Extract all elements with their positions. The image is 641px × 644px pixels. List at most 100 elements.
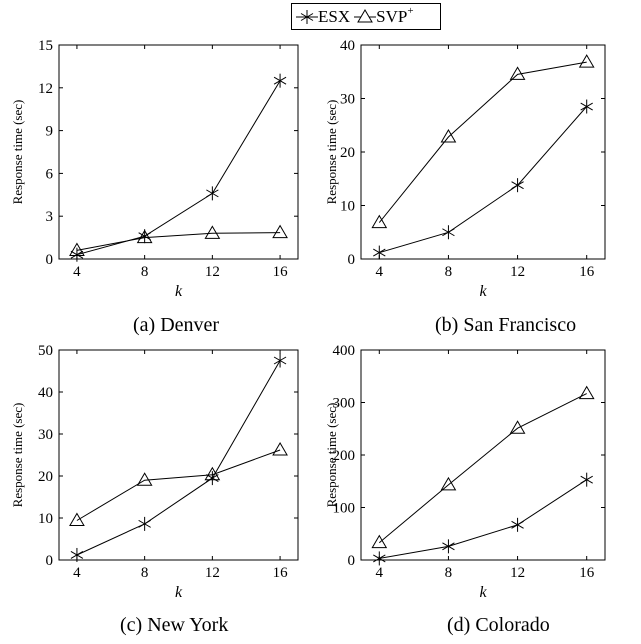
data-point-esx (442, 225, 455, 240)
y-tick-label: 15 (38, 38, 53, 54)
legend-label-svp-sup: + (407, 5, 414, 17)
x-axis-label: k (479, 283, 487, 300)
data-point-esx (70, 547, 84, 562)
asterisk-stroke (511, 181, 524, 190)
y-tick-label: 0 (348, 553, 356, 569)
asterisk-stroke (138, 519, 151, 528)
y-tick-label: 200 (333, 448, 356, 464)
data-point-esx (273, 353, 287, 368)
x-tick-label: 12 (205, 264, 220, 280)
x-tick-label: 4 (376, 565, 384, 581)
data-point-esx (138, 516, 151, 531)
series-line-esx (76, 80, 281, 256)
asterisk-stroke (442, 228, 455, 237)
data-point-svp (69, 242, 85, 256)
series-line-esx (379, 479, 587, 559)
chart-a: 0 3 6 9 12 15 4 8 12 16 k Response time (sec) (10, 38, 299, 300)
asterisk-stroke (580, 102, 593, 111)
asterisk-stroke (373, 248, 386, 257)
asterisk-stroke (273, 76, 287, 85)
asterisk-stroke (70, 551, 84, 559)
series-line-esx (76, 360, 281, 556)
y-tick-label: 0 (348, 252, 356, 268)
data-point-svp (371, 214, 388, 229)
series-line-svp (76, 232, 281, 251)
x-tick-label: 16 (273, 565, 289, 581)
data-point-svp (69, 512, 85, 527)
y-axis-label: Response time (sec) (324, 403, 339, 508)
y-tick-label: 0 (46, 252, 54, 268)
legend-label-esx: ESX (318, 7, 351, 26)
caption-b: (b) San Francisco (435, 314, 577, 336)
x-axis-label: k (479, 584, 487, 601)
chart-c: 0 10 20 30 40 50 4 8 12 16 k Response time (sec) (10, 343, 299, 601)
x-tick-label: 12 (510, 565, 525, 581)
y-tick-label: 400 (333, 343, 356, 359)
y-tick-label: 20 (38, 469, 53, 485)
asterisk-stroke (442, 542, 455, 551)
y-tick-label: 100 (333, 501, 356, 517)
data-point-esx (373, 245, 386, 260)
asterisk-stroke (273, 356, 287, 365)
asterisk-stroke (511, 520, 524, 529)
series-line-svp (378, 61, 587, 223)
x-tick-label: 8 (445, 565, 453, 581)
y-tick-label: 6 (46, 166, 54, 182)
series-line-svp (378, 393, 587, 544)
data-point-esx (511, 517, 524, 532)
y-tick-label: 40 (38, 385, 53, 401)
plot-frame (360, 44, 606, 260)
asterisk-marker-icon (296, 9, 318, 24)
x-tick-label: 12 (205, 565, 220, 581)
asterisk-stroke (70, 250, 84, 259)
data-point-esx (442, 539, 455, 554)
x-axis-label: k (175, 283, 183, 300)
series-line-esx (379, 106, 588, 254)
data-point-esx (373, 551, 386, 566)
data-point-svp (136, 472, 153, 486)
y-tick-label: 20 (340, 145, 355, 161)
y-axis-label: Response time (sec) (324, 100, 339, 205)
y-tick-label: 30 (38, 427, 53, 443)
y-tick-label: 300 (333, 396, 356, 412)
plot-frame (360, 349, 606, 561)
plot-frame (58, 349, 299, 561)
plot-frame (58, 44, 299, 260)
data-point-svp (578, 54, 595, 68)
x-tick-label: 4 (376, 264, 384, 280)
data-point-esx (273, 73, 287, 88)
asterisk-stroke (373, 554, 386, 563)
y-tick-label: 40 (340, 38, 355, 54)
y-tick-label: 30 (340, 92, 355, 108)
y-tick-label: 10 (38, 511, 53, 527)
data-point-svp (136, 229, 153, 244)
legend-entry-svp: SVP+ (354, 5, 414, 27)
data-point-svp (509, 66, 526, 80)
data-point-svp (509, 420, 526, 434)
data-point-svp (204, 466, 221, 481)
data-point-svp (440, 476, 457, 491)
y-axis-label: Response time (sec) (10, 403, 25, 508)
data-point-svp (578, 385, 595, 400)
y-tick-label: 12 (38, 81, 53, 97)
legend: ESX SVP+ (291, 3, 441, 30)
asterisk-stroke (206, 189, 219, 198)
x-axis-label: k (175, 584, 183, 601)
x-tick-label: 8 (141, 565, 149, 581)
data-point-svp (272, 224, 288, 239)
legend-label-svp-text: SVP (376, 7, 408, 26)
x-tick-label: 16 (579, 264, 595, 280)
series-line-svp (76, 449, 281, 521)
legend-label-svp: SVP+ (376, 5, 414, 26)
caption-d: (d) Colorado (447, 614, 550, 636)
asterisk-stroke (206, 474, 219, 483)
caption-c: (c) New York (120, 614, 229, 636)
chart-b: 0 10 20 30 40 4 8 12 16 k Response time (sec) (324, 38, 606, 300)
chart-d: 0 100 200 300 400 4 8 12 16 k Response time (sec) (324, 343, 606, 601)
data-point-svp (272, 441, 288, 456)
x-tick-label: 12 (510, 264, 525, 280)
legend-entry-esx: ESX (296, 7, 350, 27)
x-tick-label: 8 (141, 264, 149, 280)
x-tick-label: 4 (73, 565, 81, 581)
